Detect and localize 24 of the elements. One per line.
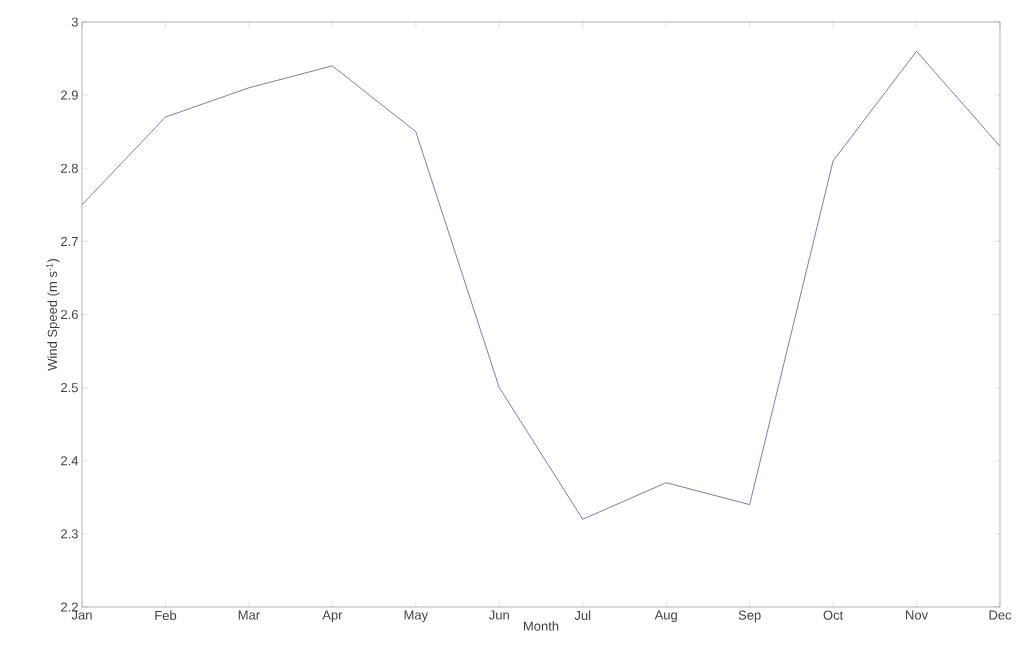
y-axis-title: Wind Speed (m s$^{-1}$)	[46, 258, 60, 371]
y-tick-label: 2.6	[61, 309, 78, 320]
x-tick-label: May	[404, 610, 429, 623]
y-tick-label: 2.2	[61, 602, 78, 612]
x-tick-label: Sep	[738, 610, 761, 623]
y-tick-label: 2.5	[61, 383, 78, 393]
x-tick-label: Feb	[155, 610, 177, 621]
x-tick-label: Nov	[906, 610, 929, 620]
y-tick-label: 2.3	[61, 529, 78, 539]
y-tick-label: 2.8	[61, 163, 78, 173]
x-tick-label: Apr	[322, 610, 343, 623]
x-tick-label: Jun	[489, 610, 509, 620]
x-axis-title: Month	[524, 621, 559, 631]
x-tick-label: Mar	[238, 610, 260, 620]
line-series	[82, 50, 1000, 520]
y-tick-label: 2.9	[61, 90, 78, 100]
x-tick-label: Aug	[654, 610, 677, 623]
x-tick-label: Dec	[989, 610, 1012, 620]
y-tick-label: 2.7	[61, 236, 78, 246]
x-tick-label: Oct	[823, 610, 844, 620]
x-tick-label: Jul	[574, 610, 591, 621]
x-tick-label: Jan	[71, 610, 92, 620]
y-tick-label: 2.4	[61, 456, 79, 466]
y-tick-label: 3	[71, 17, 78, 27]
